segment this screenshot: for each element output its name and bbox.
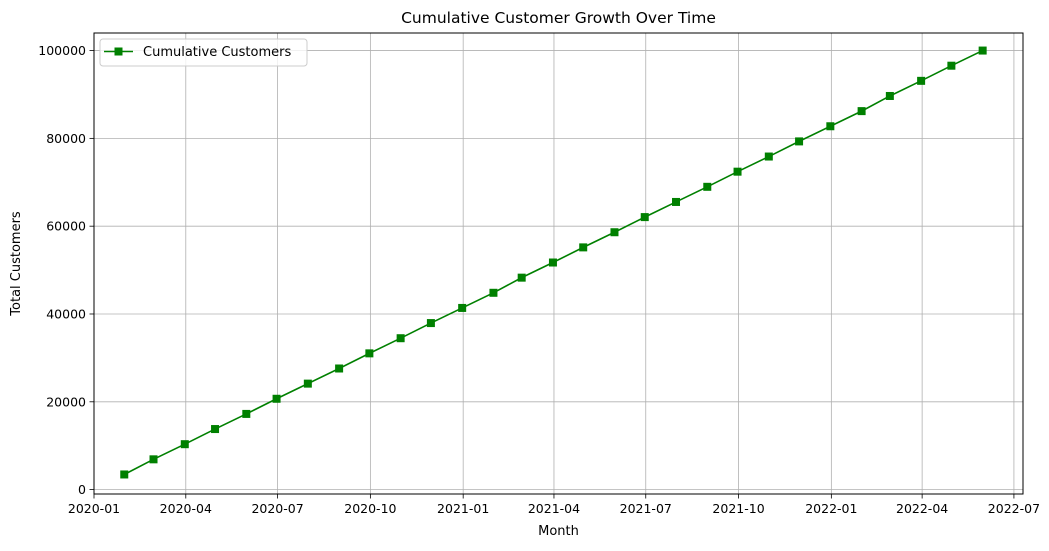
y-tick-label: 80000: [46, 131, 86, 146]
plot-area: [94, 33, 1023, 494]
data-point: [242, 409, 251, 418]
x-tick-label: 2020-10: [344, 501, 396, 516]
data-point: [335, 364, 344, 373]
legend-marker-swatch: [114, 47, 123, 56]
data-point: [857, 107, 866, 116]
chart-title: Cumulative Customer Growth Over Time: [401, 9, 716, 27]
y-axis-label: Total Customers: [9, 211, 24, 317]
y-tick-label: 60000: [46, 219, 86, 234]
series-layer: [120, 46, 987, 479]
data-point: [548, 258, 557, 267]
data-point: [120, 470, 129, 479]
data-point: [826, 122, 835, 131]
data-point: [365, 349, 374, 358]
plot-frame: [93, 32, 1024, 495]
data-point: [795, 137, 804, 146]
data-point: [978, 46, 987, 55]
data-point: [303, 379, 312, 388]
x-tick-label: 2021-10: [712, 501, 764, 516]
data-point: [885, 91, 894, 100]
x-axis-label: Month: [538, 524, 579, 539]
data-point: [149, 455, 158, 464]
data-point: [610, 228, 619, 237]
data-point: [180, 440, 189, 449]
data-point: [489, 288, 498, 297]
x-tick-label: 2022-07: [988, 501, 1040, 516]
data-point: [733, 167, 742, 176]
data-point: [272, 394, 281, 403]
data-point: [703, 182, 712, 191]
data-point: [917, 76, 926, 85]
x-tick-label: 2021-07: [620, 501, 672, 516]
x-axis-ticks: 2020-01 2020-04 2020-07 2020-10 2021-01 2021-…: [68, 494, 1040, 516]
data-point: [672, 197, 681, 206]
y-tick-label: 20000: [46, 394, 86, 409]
x-tick-label: 2021-01: [437, 501, 489, 516]
data-point: [517, 273, 526, 282]
x-tick-label: 2021-04: [528, 501, 580, 516]
data-point: [579, 243, 588, 252]
legend-box: [99, 38, 308, 67]
y-tick-label: 100000: [38, 43, 86, 58]
data-point: [947, 61, 956, 70]
data-point: [426, 319, 435, 328]
data-point: [640, 213, 649, 222]
data-point: [396, 334, 405, 343]
data-point: [764, 152, 773, 161]
y-axis-ticks: 0 20000 40000 60000 80000 100000: [38, 43, 94, 497]
x-tick-label: 2022-04: [896, 501, 948, 516]
y-tick-label: 0: [78, 482, 86, 497]
data-point: [458, 303, 467, 312]
x-tick-label: 2020-04: [160, 501, 212, 516]
x-tick-label: 2020-07: [251, 501, 303, 516]
legend: Cumulative Customers: [99, 38, 308, 67]
y-tick-label: 40000: [46, 306, 86, 321]
legend-label: Cumulative Customers: [143, 45, 291, 60]
grid-lines: [93, 33, 1023, 494]
data-point: [211, 425, 220, 434]
x-tick-label: 2020-01: [68, 501, 120, 516]
x-tick-label: 2022-01: [805, 501, 857, 516]
